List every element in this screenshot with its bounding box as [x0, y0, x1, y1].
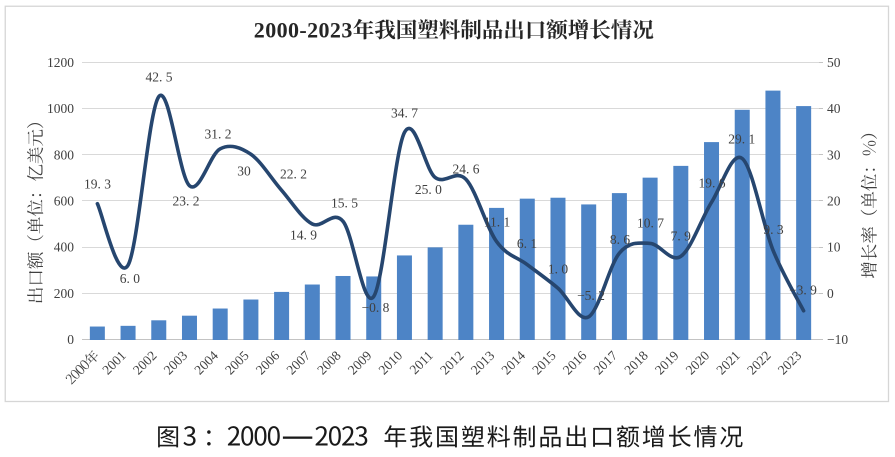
svg-text:6. 0: 6. 0 [120, 271, 141, 286]
svg-text:30: 30 [237, 163, 251, 178]
svg-text:29. 1: 29. 1 [728, 131, 755, 146]
svg-text:24. 6: 24. 6 [453, 161, 480, 176]
svg-text:14. 9: 14. 9 [290, 227, 317, 242]
svg-text:19. 6: 19. 6 [699, 175, 726, 190]
svg-text:6. 1: 6. 1 [517, 236, 537, 251]
svg-text:1000: 1000 [47, 101, 74, 116]
svg-text:200: 200 [54, 286, 75, 301]
svg-text:0: 0 [827, 286, 834, 301]
svg-text:1200: 1200 [47, 55, 74, 70]
svg-text:8. 6: 8. 6 [610, 232, 631, 247]
svg-text:10: 10 [827, 240, 841, 255]
svg-text:600: 600 [54, 194, 75, 209]
svg-text:10. 7: 10. 7 [637, 215, 664, 230]
svg-text:25. 0: 25. 0 [415, 182, 442, 197]
svg-text:30: 30 [827, 147, 841, 162]
svg-text:31. 2: 31. 2 [205, 126, 232, 141]
svg-text:50: 50 [827, 55, 841, 70]
svg-text:11. 1: 11. 1 [484, 214, 511, 229]
svg-text:−0. 8: −0. 8 [362, 300, 390, 315]
svg-text:23. 2: 23. 2 [173, 193, 200, 208]
svg-text:20: 20 [827, 194, 841, 209]
svg-text:40: 40 [827, 101, 841, 116]
svg-text:800: 800 [54, 147, 75, 162]
svg-text:9. 3: 9. 3 [763, 222, 784, 237]
svg-text:22. 2: 22. 2 [280, 166, 307, 181]
svg-text:400: 400 [54, 240, 75, 255]
svg-text:19. 3: 19. 3 [84, 176, 111, 191]
svg-text:42. 5: 42. 5 [146, 69, 173, 84]
svg-text:1. 0: 1. 0 [548, 261, 569, 276]
svg-text:0: 0 [67, 332, 74, 347]
svg-text:15. 5: 15. 5 [331, 195, 358, 210]
svg-text:2000-2023: 2000-2023 [254, 18, 353, 43]
svg-text:−3. 9: −3. 9 [789, 282, 817, 297]
svg-text:34. 7: 34. 7 [391, 105, 418, 120]
svg-text:−10: −10 [827, 332, 848, 347]
svg-text:−5. 2: −5. 2 [577, 288, 605, 303]
svg-text:7. 9: 7. 9 [671, 228, 692, 243]
